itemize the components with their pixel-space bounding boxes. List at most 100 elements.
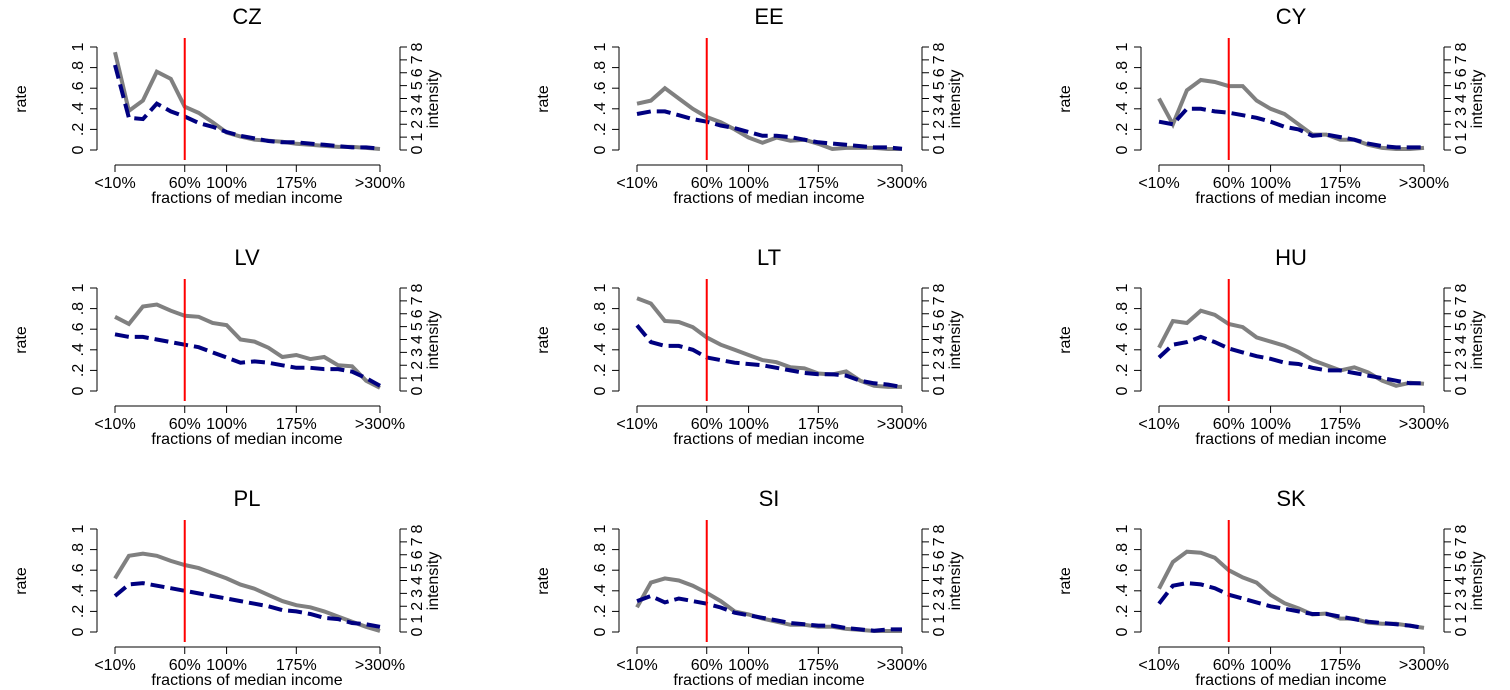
y2-tick-label: 7: [409, 296, 426, 305]
x-tick-label: <10%: [94, 416, 135, 433]
x-tick-label: 100%: [728, 657, 769, 674]
y-tick-label: .4: [1114, 102, 1131, 115]
chart-title: CY: [1276, 4, 1307, 29]
y2-tick-label: 8: [931, 283, 948, 292]
y2-tick-label: 3: [931, 589, 948, 598]
y-tick-label: 1: [1114, 283, 1131, 292]
y2-tick-label: 1: [1453, 133, 1470, 142]
y2-tick-label: 2: [409, 361, 426, 370]
x-tick-label: 60%: [1213, 175, 1245, 192]
y2-tick-label: 2: [409, 120, 426, 129]
y-tick-label: 1: [592, 524, 609, 533]
y2-tick-label: 5: [931, 81, 948, 90]
y-tick-label: .8: [592, 61, 609, 74]
dashed-line: [1157, 334, 1424, 386]
chart-title: LT: [757, 245, 781, 270]
x-tick-label: 175%: [276, 657, 317, 674]
y2-tick-label: 5: [409, 563, 426, 572]
y2-tick-label: 6: [1453, 68, 1470, 77]
x-tick-label: 100%: [206, 175, 247, 192]
dashed-line: [1157, 581, 1425, 631]
solid-line: [1157, 77, 1425, 151]
y2-tick-label: 1: [931, 374, 948, 383]
y-tick-label: .8: [70, 302, 87, 315]
x-tick-label: >300%: [355, 416, 405, 433]
chart-title: CZ: [232, 4, 261, 29]
y-axis-label: rate: [535, 85, 552, 113]
y-tick-label: 0: [1114, 145, 1131, 154]
x-tick-label: <10%: [616, 175, 657, 192]
panel: PL 0 .2 .4 .6 .8 1 rate 0 1 2 3 4 5 6 7 8 intensity <10% 60…: [13, 486, 442, 689]
x-tick-label: >300%: [355, 175, 405, 192]
y-tick-label: .2: [592, 364, 609, 377]
y2-tick-label: 5: [409, 322, 426, 331]
y2-axis-label: intensity: [947, 552, 964, 611]
y-tick-label: .6: [70, 81, 87, 94]
dashed-line: [635, 324, 903, 390]
solid-line: [113, 51, 381, 151]
dashed-line: [113, 64, 381, 151]
x-tick-label: <10%: [1138, 175, 1179, 192]
y2-tick-label: 7: [1453, 55, 1470, 64]
y2-tick-label: 7: [1453, 296, 1470, 305]
y-tick-label: 0: [592, 627, 609, 636]
y-tick-label: 0: [1114, 627, 1131, 636]
y2-tick-label: 1: [1453, 615, 1470, 624]
y2-axis-label: intensity: [425, 311, 442, 370]
y2-tick-label: 3: [409, 589, 426, 598]
y2-tick-label: 1: [409, 374, 426, 383]
y-tick-label: .8: [70, 543, 87, 556]
y2-tick-label: 4: [931, 576, 948, 585]
y-axis-label: rate: [1057, 326, 1074, 354]
y-axis-label: rate: [13, 567, 30, 595]
y2-tick-label: 0: [1453, 145, 1470, 154]
y2-tick-label: 1: [931, 133, 948, 142]
y-tick-label: .2: [70, 605, 87, 618]
y2-tick-label: 3: [1453, 348, 1470, 357]
y2-tick-label: 5: [409, 81, 426, 90]
y-tick-label: .8: [1114, 543, 1131, 556]
y2-tick-label: 6: [931, 550, 948, 559]
y2-tick-label: 6: [931, 68, 948, 77]
y-tick-label: .2: [70, 364, 87, 377]
y2-tick-label: 8: [1453, 283, 1470, 292]
x-tick-label: 100%: [728, 416, 769, 433]
y2-tick-label: 1: [409, 615, 426, 624]
solid-line: [1157, 549, 1425, 630]
x-tick-label: <10%: [616, 657, 657, 674]
y2-tick-label: 5: [1453, 563, 1470, 572]
x-tick-label: 175%: [276, 175, 317, 192]
solid-line: [114, 302, 381, 390]
y2-tick-label: 4: [931, 335, 948, 344]
y-tick-label: .4: [70, 343, 87, 356]
y-tick-label: 0: [1114, 386, 1131, 395]
y-tick-label: .4: [592, 343, 609, 356]
y2-tick-label: 8: [931, 524, 948, 533]
y2-tick-label: 4: [1453, 94, 1470, 103]
y-tick-label: .8: [70, 61, 87, 74]
x-axis-label: fractions of median income: [151, 672, 342, 689]
y2-tick-label: 7: [409, 537, 426, 546]
y-tick-label: .6: [592, 81, 609, 94]
solid-line: [1157, 308, 1425, 388]
y-tick-label: .6: [592, 563, 609, 576]
x-tick-label: 100%: [728, 175, 769, 192]
y2-tick-label: 3: [1453, 589, 1470, 598]
y2-tick-label: 2: [931, 120, 948, 129]
y2-tick-label: 0: [409, 386, 426, 395]
y-tick-label: .4: [592, 584, 609, 597]
dashed-line: [636, 593, 902, 633]
dashed-line: [636, 109, 903, 151]
x-tick-label: 100%: [206, 657, 247, 674]
x-axis-label: fractions of median income: [673, 190, 864, 207]
y2-tick-label: 6: [409, 68, 426, 77]
x-tick-label: 175%: [798, 657, 839, 674]
y2-tick-label: 2: [1453, 361, 1470, 370]
y2-tick-label: 2: [931, 602, 948, 611]
y-axis-label: rate: [13, 85, 30, 113]
dashed-line: [114, 332, 381, 388]
panel: LT 0 .2 .4 .6 .8 1 rate 0 1 2 3 4 5 6 7 8 intensity <10% 60…: [535, 245, 964, 448]
y2-tick-label: 0: [1453, 386, 1470, 395]
y2-tick-label: 8: [931, 42, 948, 51]
y2-tick-label: 5: [1453, 81, 1470, 90]
